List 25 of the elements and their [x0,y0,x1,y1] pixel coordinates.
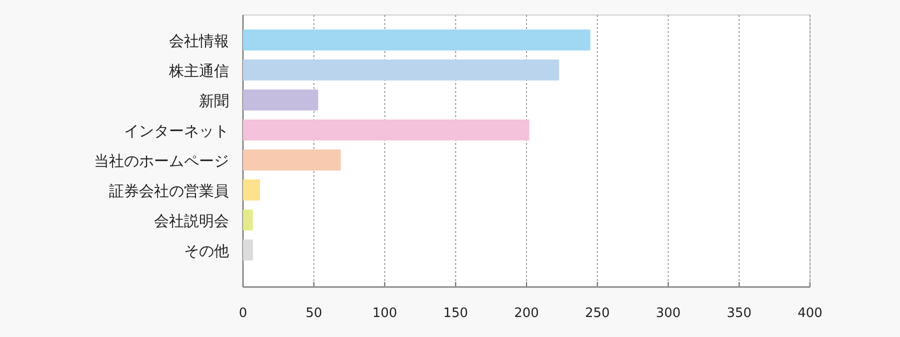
bar [243,240,253,260]
y-tick-label: 株主通信 [168,62,229,80]
y-tick-label: その他 [184,242,229,260]
x-tick-label: 100 [372,306,398,321]
x-tick-label: 0 [238,306,248,321]
y-tick-label: 新聞 [199,92,229,110]
x-tick-label: 350 [726,306,752,321]
x-tick-label: 400 [798,306,822,321]
x-tick-label: 300 [656,306,681,321]
y-tick-label: 当社のホームページ [94,152,229,170]
bar [243,30,590,50]
x-tick-label: 200 [514,306,539,321]
bar [243,180,260,200]
y-tick-label: 会社情報 [169,32,229,50]
bar [243,120,530,140]
bar [243,60,560,80]
bar [243,210,253,230]
y-tick-label: インターネット [124,122,229,140]
x-tick-label: 50 [306,306,322,321]
bar [243,150,341,170]
x-tick-label: 150 [443,306,468,321]
y-tick-label: 会社説明会 [154,212,229,230]
y-tick-label: 証券会社の営業員 [109,182,229,200]
x-tick-label: 250 [584,306,610,321]
bar [243,90,318,110]
